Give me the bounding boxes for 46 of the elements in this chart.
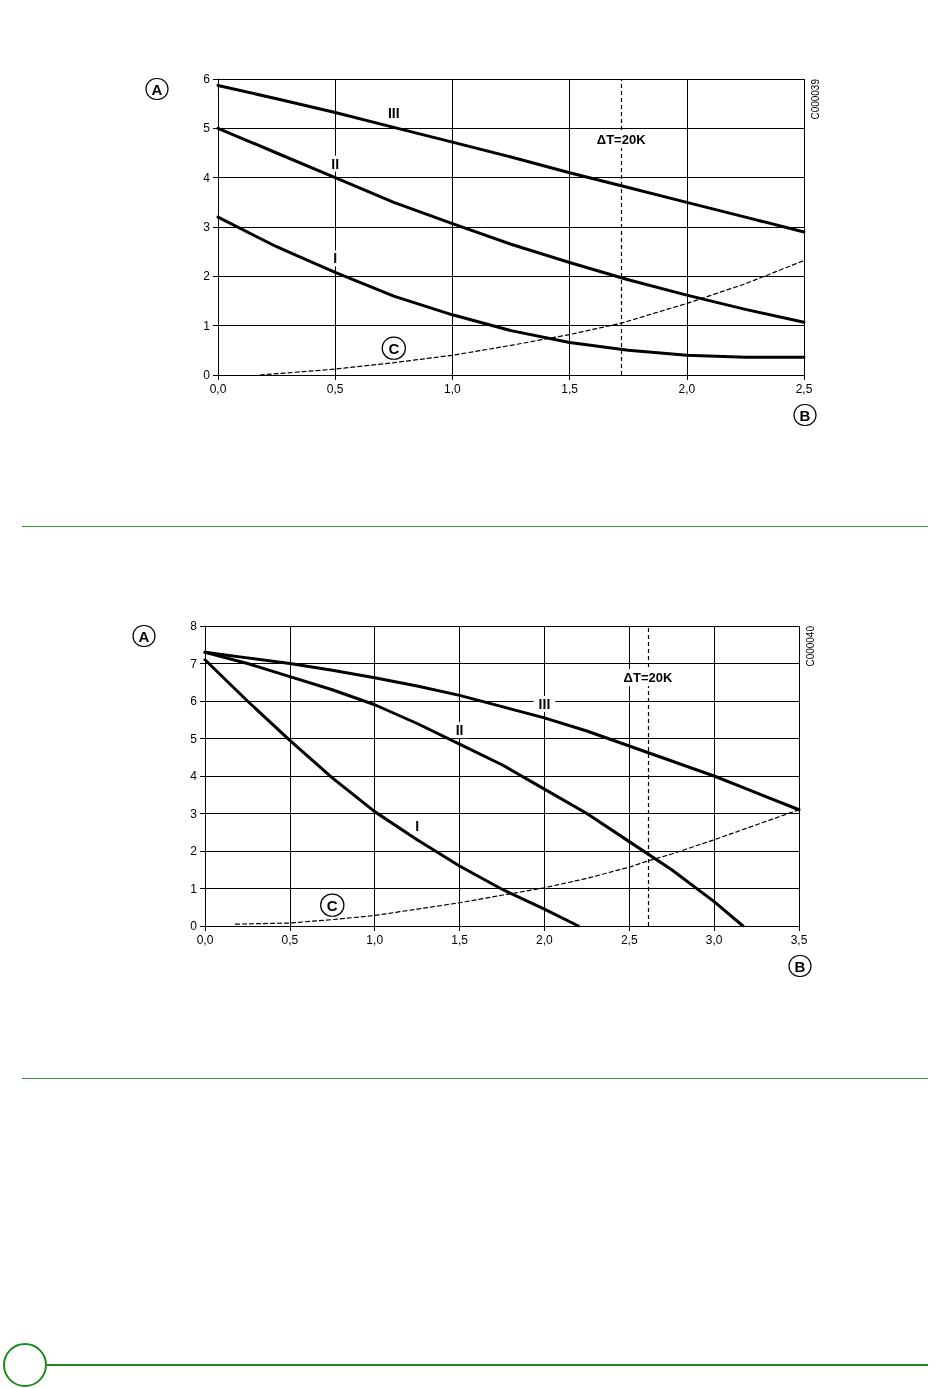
y-tick-label: 3 xyxy=(190,806,198,821)
x-tick-label: 1,0 xyxy=(366,933,384,947)
x-tick-label: 1,5 xyxy=(451,933,469,947)
series-label: I xyxy=(333,250,338,267)
series-label: II xyxy=(331,155,340,172)
x-tick-label: 2,5 xyxy=(795,382,813,396)
series-label: I xyxy=(415,817,420,834)
y-tick-label: 2 xyxy=(203,269,211,284)
y-tick-label: 5 xyxy=(190,731,198,746)
x-tick-label: 1,0 xyxy=(444,382,462,396)
series-label: C xyxy=(326,897,338,915)
series-label: III xyxy=(538,695,551,712)
x-tick-label: 0,0 xyxy=(196,933,214,947)
x-tick-label: 0,0 xyxy=(209,382,227,396)
x-tick-label: 2,5 xyxy=(620,933,638,947)
text: C000040 xyxy=(804,625,816,667)
y-tick-label: 8 xyxy=(190,619,198,633)
y-axis-title: A xyxy=(138,628,150,645)
x-tick-label: 1,5 xyxy=(561,382,579,396)
y-tick-label: 2 xyxy=(190,844,198,858)
text: C000039 xyxy=(809,78,821,120)
y-tick-label: 1 xyxy=(190,881,198,896)
y-axis-title: A xyxy=(151,81,163,98)
x-tick-label: 0,5 xyxy=(326,382,344,396)
y-tick-label: 0 xyxy=(190,919,198,933)
x-tick-label: 2,0 xyxy=(678,382,696,396)
x-axis-title: B xyxy=(799,407,811,424)
x-tick-label: 3,5 xyxy=(790,933,808,947)
x-tick-label: 2,0 xyxy=(536,933,554,947)
x-tick-label: 0,5 xyxy=(281,933,299,947)
x-tick-label: 3,0 xyxy=(705,933,723,947)
y-tick-label: 6 xyxy=(203,72,211,86)
y-tick-label: 1 xyxy=(203,318,211,333)
series-label: II xyxy=(455,722,464,739)
y-tick-label: 7 xyxy=(190,656,198,671)
series-label: III xyxy=(387,105,400,122)
series-label: C xyxy=(388,340,400,358)
y-tick-label: 4 xyxy=(203,170,211,185)
y-tick-label: 6 xyxy=(190,694,198,708)
annotation: ΔT=20K xyxy=(623,670,673,685)
y-tick-label: 5 xyxy=(203,121,211,136)
y-tick-label: 0 xyxy=(203,368,211,382)
y-tick-label: 4 xyxy=(190,769,198,783)
y-tick-label: 3 xyxy=(203,220,211,234)
annotation: ΔT=20K xyxy=(596,132,647,148)
x-axis-title: B xyxy=(794,958,806,975)
